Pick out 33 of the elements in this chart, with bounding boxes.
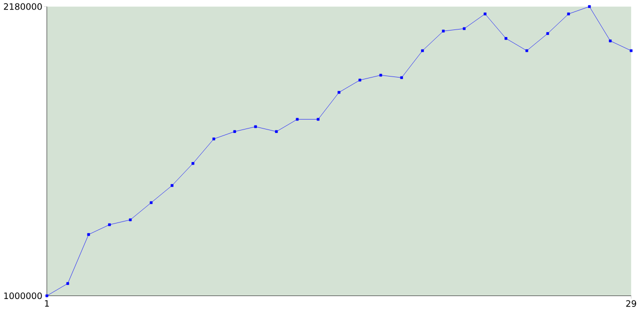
point [150,201,153,204]
point [233,130,236,133]
point [275,130,278,133]
point [358,78,362,82]
y-tick-label: 2180000 [4,3,42,10]
y-tick-label: 1000000 [4,292,42,299]
point [212,137,216,140]
point [608,39,612,42]
point [296,118,299,121]
point [421,49,424,52]
x-tick-label: 1 [45,300,49,306]
x-tick-label: 29 [626,300,636,307]
point [442,30,445,32]
point [462,27,466,30]
point [316,118,320,121]
point [66,282,70,285]
point [254,125,257,128]
point [108,223,111,226]
point [630,49,633,52]
point [588,5,591,8]
point [45,294,48,298]
point [525,49,528,52]
point [338,90,340,94]
point [504,36,508,40]
point [546,32,550,35]
point [400,76,403,79]
point [128,218,132,222]
point [567,12,570,16]
point [170,184,174,187]
point [484,12,486,16]
point [87,233,90,236]
point [379,74,382,76]
point [192,162,194,165]
